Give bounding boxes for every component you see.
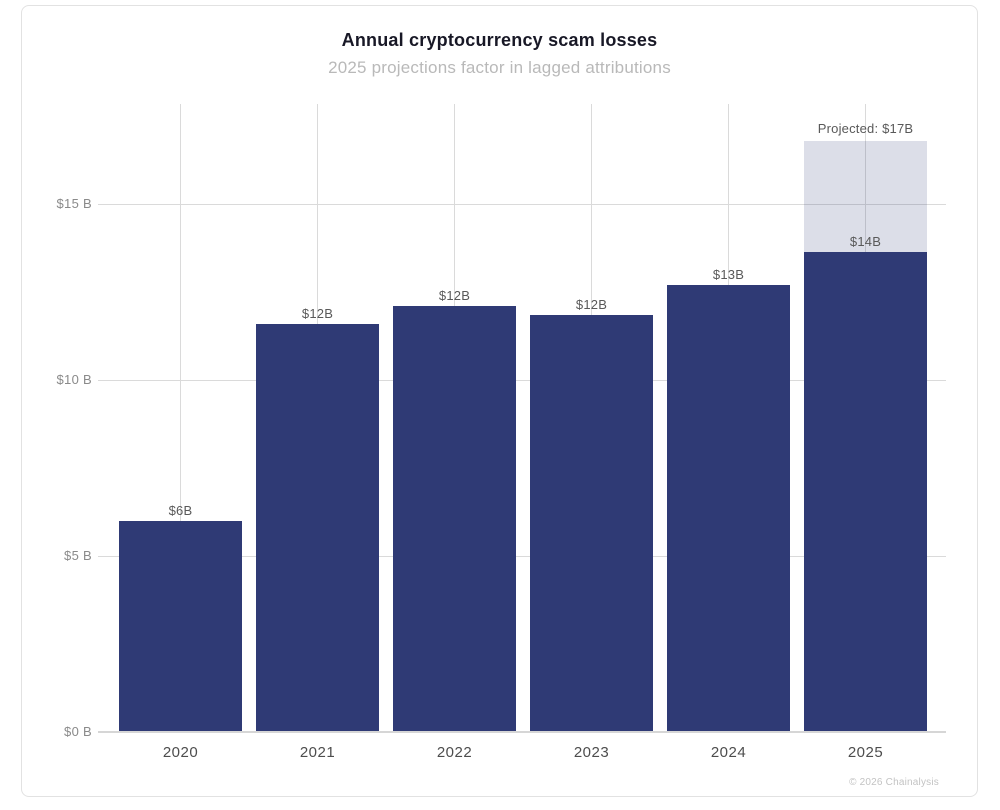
bar (667, 284, 790, 732)
y-tick-label: $10 B (56, 372, 92, 387)
y-tick-label: $0 B (64, 724, 92, 739)
y-tick-label: $5 B (64, 548, 92, 563)
y-tick-label: $15 B (56, 196, 92, 211)
chart-card: Annual cryptocurrency scam losses 2025 p… (21, 5, 978, 797)
bar-value-label: $14B (849, 233, 882, 249)
x-tick-label: 2022 (436, 744, 473, 761)
x-tick-label: 2020 (162, 744, 199, 761)
x-tick-label: 2024 (710, 744, 747, 761)
bar (393, 306, 516, 732)
x-tick-label: 2025 (847, 744, 884, 761)
bar (119, 520, 242, 732)
plot-area: $0 B $5 B $10 B $15 B Projected: $17B $6B 2020… (57, 104, 946, 761)
bar-value-label: $12B (575, 296, 608, 312)
bar (256, 323, 379, 732)
bar-value-label: $6B (168, 502, 193, 518)
bar (530, 314, 653, 732)
bar-value-label: $12B (438, 288, 471, 304)
chart-subtitle: 2025 projections factor in lagged attrib… (328, 58, 671, 77)
x-axis-line (98, 731, 946, 733)
chart-title: Annual cryptocurrency scam losses (341, 30, 658, 50)
x-tick-label: 2021 (299, 744, 336, 761)
projected-value-label: Projected: $17B (817, 120, 914, 136)
bar (804, 251, 927, 732)
bar-value-label: $12B (301, 305, 334, 321)
h-gridline (98, 204, 946, 205)
h-gridline (98, 380, 946, 381)
v-gridline (180, 104, 181, 732)
h-gridline (98, 556, 946, 557)
x-tick-label: 2023 (573, 744, 610, 761)
copyright-note: © 2026 Chainalysis (849, 777, 939, 788)
bar-value-label: $13B (712, 266, 745, 282)
